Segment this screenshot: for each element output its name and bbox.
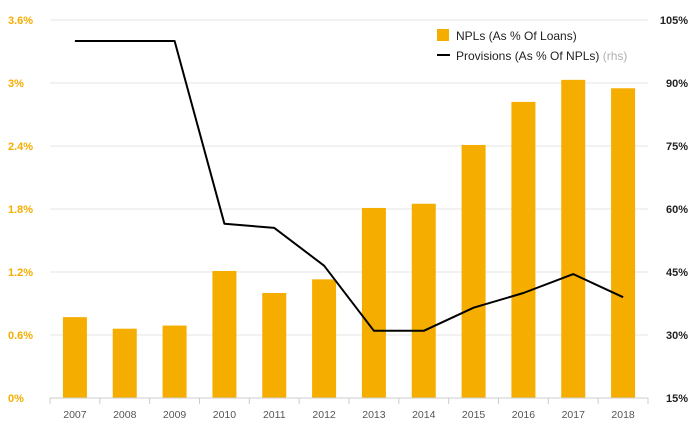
right-tick-label: 105% (660, 15, 688, 27)
x-tick-label: 2016 (512, 409, 536, 421)
legend-line-label: Provisions (As % Of NPLs) (rhs) (456, 49, 627, 63)
x-axis-ticks: 2007 2008 2009 2010 2011 2012 2013 2014 2015 2016… (63, 409, 635, 421)
bar-2011 (262, 293, 287, 398)
legend-line-text: Provisions (As % Of NPLs) (456, 49, 599, 63)
left-tick-label: 1.8% (8, 204, 33, 216)
x-tick-label: 2011 (263, 409, 286, 421)
left-tick-label: 3% (8, 78, 24, 90)
bar-2017 (561, 79, 586, 398)
left-tick-label: 3.6% (8, 15, 33, 27)
bar-2015 (461, 144, 486, 398)
legend-line-note: (rhs) (603, 49, 628, 63)
bar-2009 (162, 325, 187, 398)
bar-2013 (361, 207, 386, 398)
left-tick-label: 0% (8, 393, 24, 405)
right-tick-label: 15% (666, 393, 688, 405)
right-tick-label: 60% (666, 204, 688, 216)
bar-2008 (112, 328, 137, 398)
legend: NPLs (As % Of Loans) Provisions (As % Of… (437, 29, 627, 63)
gridlines (50, 19, 648, 336)
bar-2018 (611, 88, 636, 398)
x-tick-label: 2014 (412, 409, 436, 421)
x-tick-label: 2008 (113, 409, 137, 421)
bar-2012 (312, 279, 337, 398)
x-tick-label: 2017 (562, 409, 586, 421)
bar-series (62, 79, 636, 399)
right-tick-label: 30% (666, 330, 688, 342)
legend-bar-swatch (437, 29, 449, 41)
line-series (74, 40, 624, 332)
axes (49, 397, 649, 404)
left-tick-label: 2.4% (8, 141, 33, 153)
right-tick-label: 45% (666, 267, 688, 279)
x-tick-label: 2018 (611, 409, 635, 421)
right-tick-label: 90% (666, 78, 688, 90)
provisions-line (74, 40, 624, 332)
x-tick-label: 2010 (213, 409, 237, 421)
x-tick-label: 2015 (462, 409, 486, 421)
right-tick-label: 75% (666, 141, 688, 153)
x-tick-label: 2007 (63, 409, 87, 421)
x-tick-label: 2012 (312, 409, 336, 421)
legend-bar-label: NPLs (As % Of Loans) (456, 29, 577, 43)
right-axis-ticks: 15% 30% 45% 60% 75% 90% 105% (660, 15, 688, 405)
x-tick-label: 2009 (163, 409, 187, 421)
x-tick-label: 2013 (362, 409, 386, 421)
left-axis-ticks: 0% 0.6% 1.2% 1.8% 2.4% 3% 3.6% (8, 15, 33, 405)
bar-2016 (511, 101, 536, 399)
bar-2010 (212, 270, 237, 398)
bar-2014 (411, 203, 436, 398)
left-tick-label: 0.6% (8, 330, 33, 342)
left-tick-label: 1.2% (8, 267, 33, 279)
bar-2007 (62, 317, 87, 398)
